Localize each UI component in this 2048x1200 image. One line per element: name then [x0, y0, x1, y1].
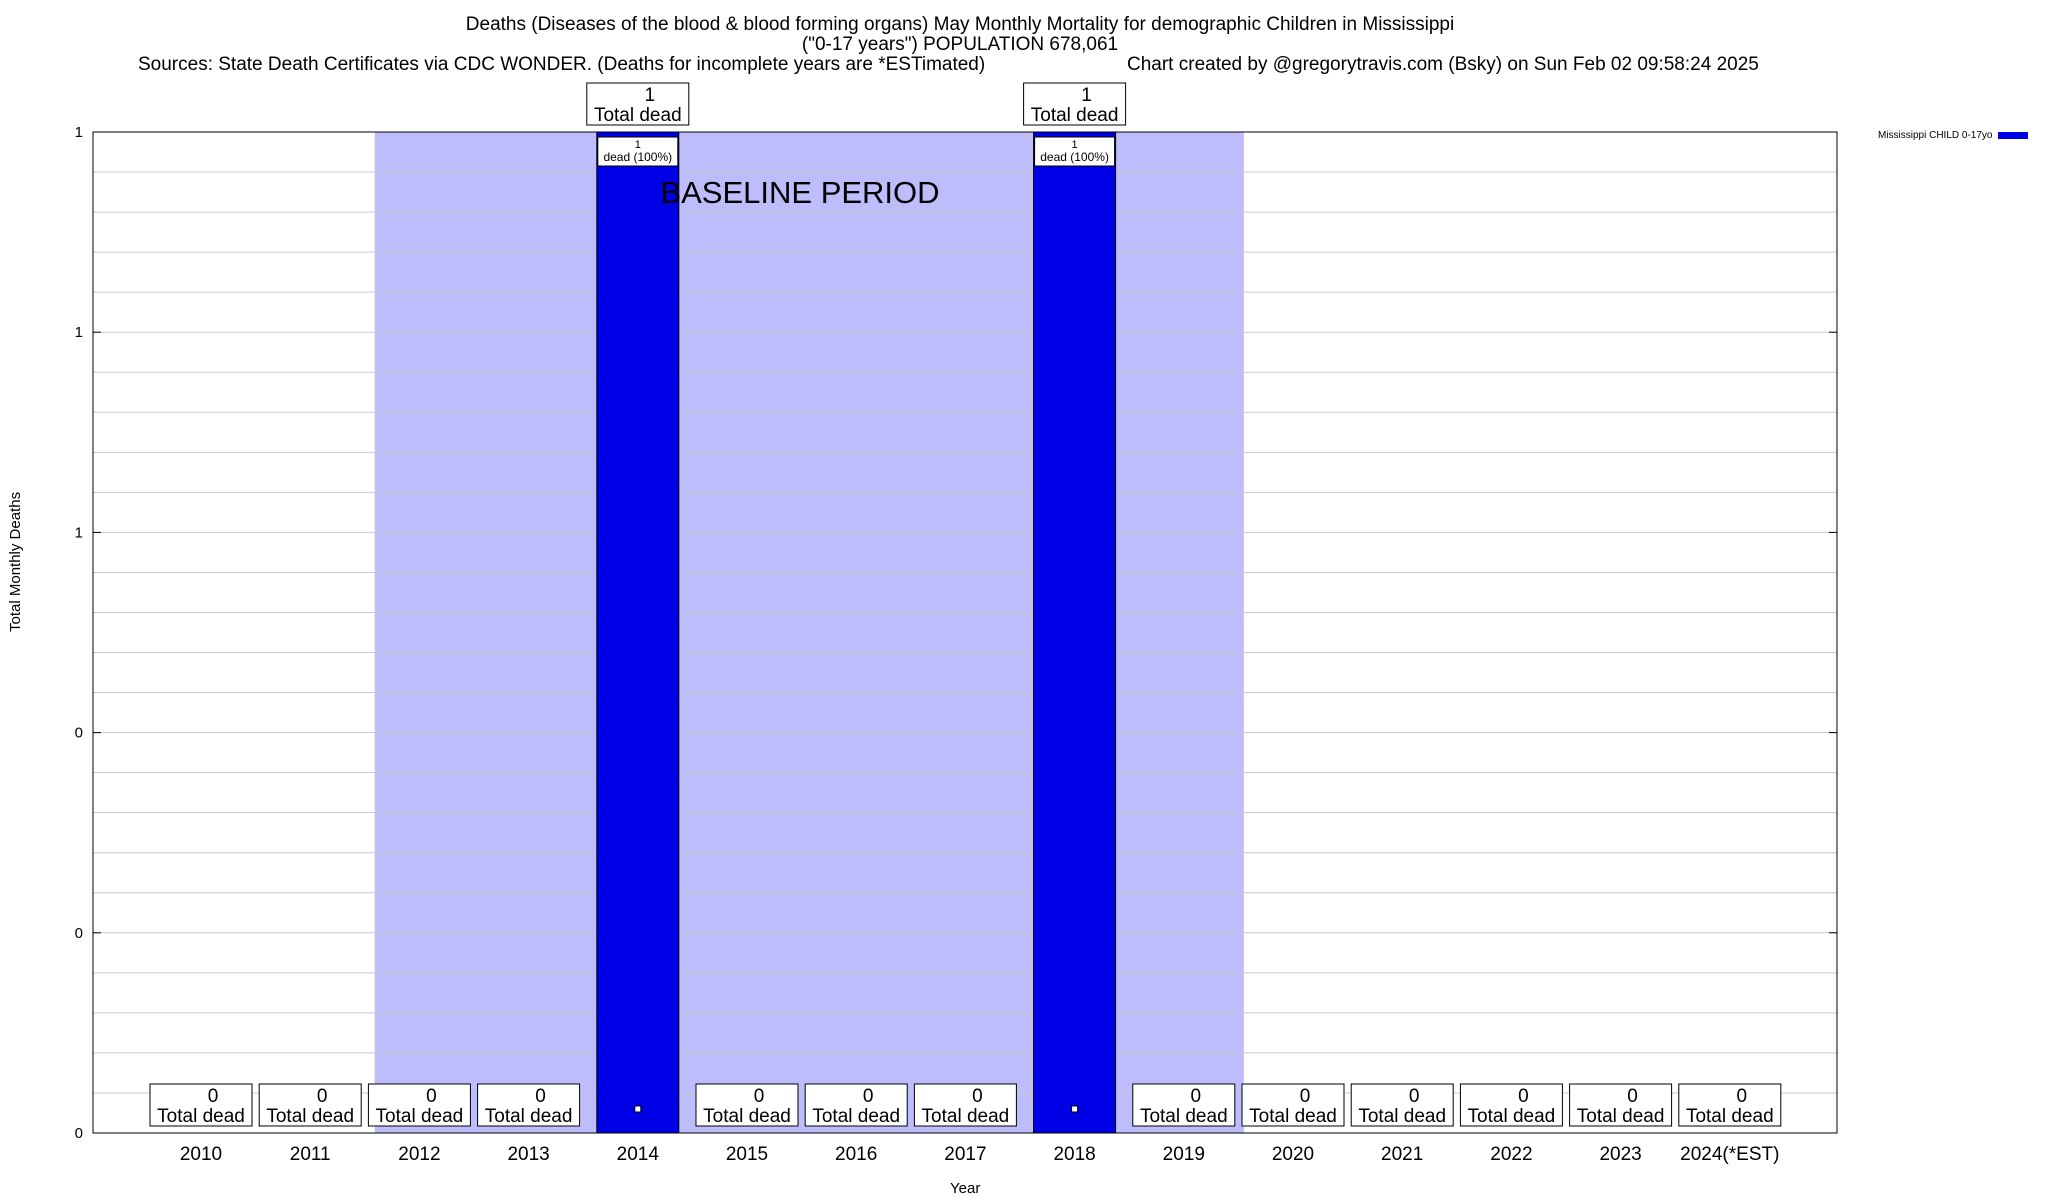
total-label-box	[913, 1083, 1017, 1127]
y-tick-label: 0	[75, 1125, 83, 1142]
total-label-box	[1459, 1083, 1563, 1127]
total-label-value: 0	[535, 1086, 546, 1107]
y-tick-label: 0	[75, 925, 83, 942]
bar	[596, 131, 680, 1134]
total-label-value: 0	[317, 1086, 328, 1107]
x-tick-label: 2020	[1272, 1144, 1314, 1165]
x-tick-label: 2015	[726, 1144, 768, 1165]
x-tick-label: 2011	[290, 1144, 331, 1165]
chart-sources: Sources: State Death Certificates via CD…	[138, 54, 986, 75]
total-label-box	[1132, 1083, 1236, 1127]
total-label-value: 0	[1300, 1086, 1311, 1107]
total-label-value: 0	[1627, 1086, 1638, 1107]
total-label-text: Total dead	[922, 1106, 1010, 1127]
chart-credit: Chart created by @gregorytravis.com (Bsk…	[1127, 54, 1759, 75]
baseline-period-label: BASELINE PERIOD	[660, 175, 939, 210]
total-label-text: Total dead	[266, 1106, 354, 1127]
x-tick-label: 2019	[1163, 1144, 1205, 1165]
legend-swatch	[1998, 132, 2029, 139]
total-label-text: Total dead	[812, 1106, 900, 1127]
total-label-box	[477, 1083, 581, 1127]
x-tick-label: 2014	[617, 1144, 660, 1165]
x-tick-label: 2017	[944, 1144, 986, 1165]
total-label-text: Total dead	[1249, 1106, 1337, 1127]
total-label-value: 0	[754, 1086, 765, 1107]
x-tick-label: 2018	[1053, 1144, 1095, 1165]
x-tick-label: 2012	[398, 1144, 440, 1165]
bar-inner-label-text: dead (100%)	[603, 150, 672, 164]
bar-inner-label-box	[1034, 136, 1116, 167]
total-label-text: Total dead	[1140, 1106, 1228, 1127]
total-label-text: Total dead	[1358, 1106, 1446, 1127]
total-label-value: 0	[1409, 1086, 1420, 1107]
x-tick-label: 2010	[180, 1144, 222, 1165]
total-label-box	[149, 1083, 253, 1127]
total-label-text: Total dead	[1031, 105, 1119, 126]
total-label-text: Total dead	[594, 105, 682, 126]
legend-label: Mississippi CHILD 0-17yo	[1878, 130, 1993, 141]
y-tick-label: 1	[75, 524, 83, 541]
x-tick-label: 2021	[1381, 1144, 1423, 1165]
total-label-text: Total dead	[1686, 1106, 1774, 1127]
total-label-value: 0	[1518, 1086, 1529, 1107]
x-axis-label: Year	[950, 1180, 981, 1197]
total-label-text: Total dead	[157, 1106, 245, 1127]
total-label-box	[695, 1083, 799, 1127]
total-label-box	[1350, 1083, 1454, 1127]
plot-frame	[92, 131, 1838, 1134]
x-tick-label: 2013	[507, 1144, 549, 1165]
total-label-value: 0	[426, 1086, 437, 1107]
total-label-box	[367, 1083, 471, 1127]
total-label-box	[804, 1083, 908, 1127]
x-tick-marker	[1071, 1105, 1079, 1113]
bar-inner-label-value: 1	[635, 139, 641, 151]
legend: Mississippi CHILD 0-17yo	[1878, 130, 2029, 141]
x-tick-label: 2016	[835, 1144, 877, 1165]
chart-title: Deaths (Diseases of the blood & blood fo…	[465, 14, 1455, 35]
total-label-text: Total dead	[703, 1106, 791, 1127]
total-label-text: Total dead	[485, 1106, 573, 1127]
total-label-text: Total dead	[1468, 1106, 1556, 1127]
total-label-value: 0	[208, 1086, 219, 1107]
total-label-box	[1023, 82, 1127, 126]
total-label-value: 1	[645, 85, 656, 106]
x-tick-label: 2024(*EST)	[1680, 1144, 1779, 1165]
bar-inner-label-value: 1	[1072, 139, 1078, 151]
bar-inner-label-box	[597, 136, 679, 167]
y-tick-label: 1	[75, 124, 83, 141]
chart-subtitle: ("0-17 years") POPULATION 678,061	[801, 34, 1119, 55]
y-tick-label: 1	[75, 324, 83, 341]
total-label-box	[586, 82, 690, 126]
x-tick-marker	[634, 1105, 642, 1113]
total-label-text: Total dead	[1577, 1106, 1665, 1127]
total-label-box	[258, 1083, 362, 1127]
total-label-text: Total dead	[376, 1106, 464, 1127]
bar-inner-label-text: dead (100%)	[1040, 150, 1109, 164]
total-label-box	[1569, 1083, 1673, 1127]
total-label-box	[1678, 1083, 1782, 1127]
total-label-value: 0	[1737, 1086, 1748, 1107]
total-label-value: 0	[1191, 1086, 1202, 1107]
x-tick-label: 2022	[1490, 1144, 1532, 1165]
total-label-value: 0	[863, 1086, 874, 1107]
total-label-value: 0	[972, 1086, 983, 1107]
total-label-box	[1241, 1083, 1345, 1127]
y-tick-label: 0	[75, 725, 83, 742]
x-tick-label: 2023	[1599, 1144, 1641, 1165]
total-label-value: 1	[1081, 85, 1092, 106]
bar	[1033, 131, 1117, 1134]
